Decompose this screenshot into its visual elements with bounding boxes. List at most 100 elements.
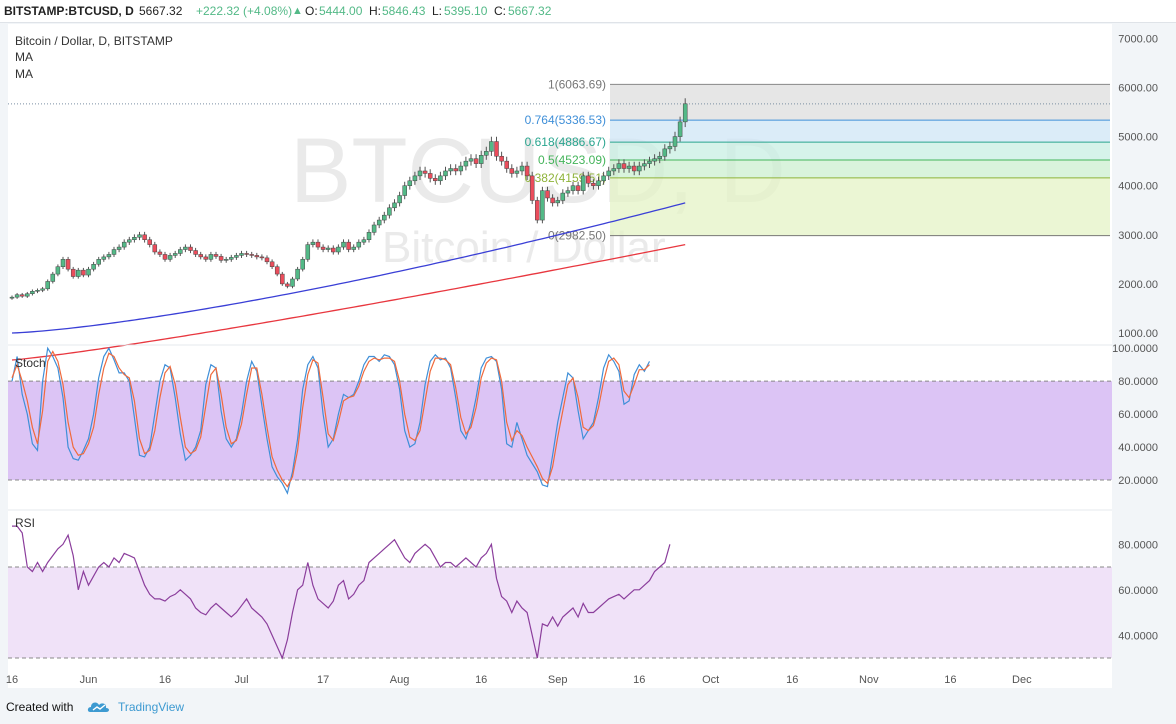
candle-body [468, 158, 474, 162]
candle-body [101, 256, 107, 260]
candle [259, 254, 265, 261]
candle [290, 276, 295, 289]
candle [499, 151, 504, 166]
candle [137, 231, 142, 241]
candle [591, 179, 596, 190]
candle [45, 279, 50, 291]
candle [631, 161, 637, 176]
candle-body [137, 234, 142, 238]
candle-body [596, 180, 601, 186]
candle-body [183, 246, 188, 250]
candle [188, 244, 193, 254]
candle [285, 281, 290, 289]
candle [223, 256, 229, 263]
candle [376, 216, 382, 229]
candle-body [376, 219, 382, 226]
candle [25, 291, 30, 298]
candle-body [555, 200, 560, 204]
candle-body [91, 264, 96, 270]
candle [468, 154, 474, 166]
candle-body [626, 165, 632, 169]
candle [361, 236, 367, 245]
candle-body [35, 290, 40, 292]
x-axis-tick-label: Aug [390, 674, 410, 686]
candle [111, 246, 117, 257]
fib-zone [610, 160, 1110, 178]
candle-body [677, 121, 683, 137]
candle-body [331, 247, 336, 253]
candle [402, 181, 407, 200]
candle-body [86, 268, 91, 276]
candle-body [417, 170, 423, 177]
candle-body [315, 241, 321, 248]
stoch-axis-tick-label: 100.0000 [1112, 343, 1158, 355]
candle [269, 259, 275, 270]
candle [336, 244, 341, 255]
price-axis-tick-label: 5000.00 [1118, 132, 1158, 144]
x-axis-tick-label: 16 [633, 674, 645, 686]
candle-body [494, 141, 499, 157]
candle-body [274, 266, 280, 275]
candle [30, 289, 35, 296]
candle-body [463, 160, 469, 167]
candle [264, 255, 270, 265]
candle-body [40, 288, 45, 291]
candle [305, 241, 311, 262]
candle [545, 186, 550, 202]
candle [234, 252, 239, 260]
candle [244, 250, 249, 257]
x-axis-tick-label: Dec [1012, 674, 1032, 686]
candle [433, 174, 438, 185]
candle-body [203, 256, 209, 260]
candle-body [60, 259, 66, 267]
price-axis-tick-label: 4000.00 [1118, 181, 1158, 193]
candle [178, 246, 183, 257]
candle [157, 249, 163, 257]
candle-body [611, 168, 617, 172]
candle [458, 161, 464, 176]
x-axis-tick-label: 16 [475, 674, 487, 686]
candle [142, 231, 147, 243]
candle [229, 254, 234, 262]
candle [596, 176, 601, 190]
candle [346, 239, 351, 253]
ma-legend-2: MA [15, 67, 33, 81]
candle-body [519, 165, 525, 172]
fib-level-label: 0.618(4886.67) [525, 135, 606, 149]
chart-area[interactable]: BTCUSD, D Bitcoin / Dollar 1(6063.69)0.7… [0, 22, 1176, 690]
candle-body [325, 247, 331, 250]
candle-body [560, 192, 566, 201]
stoch-pane [8, 346, 1112, 495]
candle-body [249, 254, 254, 256]
candle-body [356, 241, 362, 248]
tradingview-brand-link[interactable]: TradingView [118, 700, 185, 714]
candle [172, 250, 178, 258]
candle-body [453, 168, 458, 172]
price-axis-tick-label: 3000.00 [1118, 230, 1158, 242]
fib-level-label: 0.764(5336.53) [525, 113, 606, 127]
candle [356, 239, 362, 250]
candle-body [239, 253, 244, 256]
price-change: +222.32 (+4.08%) [196, 4, 293, 18]
candle-body [402, 185, 407, 196]
candle [331, 245, 336, 255]
candle-body [504, 160, 509, 169]
candle-body [336, 246, 341, 253]
price-axis-tick-label: 6000.00 [1118, 83, 1158, 95]
candle-body [254, 255, 260, 258]
fib-level-label: 1(6063.69) [548, 77, 606, 91]
candle-body [591, 182, 596, 186]
candle-body [392, 202, 397, 209]
candle-body [514, 170, 520, 174]
candle [484, 146, 489, 160]
candle [494, 136, 499, 161]
candle-body [162, 254, 168, 260]
candle-body [280, 273, 285, 285]
rsi-line [12, 525, 671, 660]
candle [438, 171, 443, 185]
candle-body [509, 168, 515, 174]
candle [647, 156, 652, 168]
axes: 1000.00 2000.00 3000.00 4000.00 5000.00 6000.… [6, 33, 1158, 686]
open-value: 5444.00 [319, 4, 363, 18]
candle-body [427, 173, 433, 179]
